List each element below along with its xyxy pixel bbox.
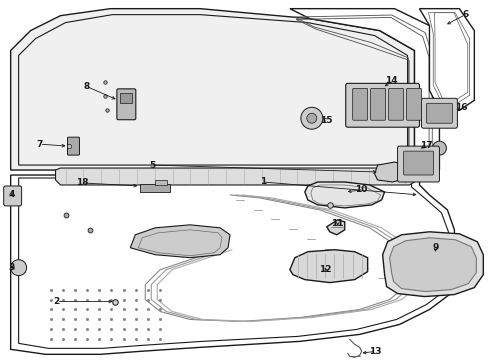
Text: 11: 11: [332, 219, 344, 228]
Text: 7: 7: [36, 140, 43, 149]
FancyBboxPatch shape: [4, 186, 22, 206]
Bar: [140, 184, 170, 192]
FancyBboxPatch shape: [353, 88, 368, 120]
FancyBboxPatch shape: [397, 146, 440, 182]
Text: 8: 8: [83, 82, 90, 91]
Text: 10: 10: [355, 185, 368, 194]
Text: 1: 1: [260, 177, 266, 186]
Text: 2: 2: [53, 297, 60, 306]
Polygon shape: [419, 9, 474, 110]
Circle shape: [433, 141, 446, 155]
Polygon shape: [327, 220, 345, 235]
Text: 18: 18: [76, 179, 89, 188]
FancyBboxPatch shape: [389, 88, 404, 120]
Bar: [155, 180, 167, 185]
Polygon shape: [375, 162, 410, 182]
Text: 4: 4: [8, 190, 15, 199]
FancyBboxPatch shape: [346, 84, 419, 127]
Polygon shape: [130, 225, 230, 258]
Polygon shape: [290, 250, 368, 283]
FancyBboxPatch shape: [426, 103, 452, 123]
Text: 15: 15: [320, 116, 333, 125]
FancyBboxPatch shape: [421, 98, 457, 128]
Bar: [121, 93, 132, 103]
Polygon shape: [383, 232, 483, 297]
Text: 13: 13: [369, 347, 382, 356]
Text: 16: 16: [455, 103, 467, 112]
Text: 12: 12: [319, 265, 332, 274]
Circle shape: [307, 113, 317, 123]
FancyBboxPatch shape: [370, 88, 386, 120]
Polygon shape: [11, 175, 454, 354]
Polygon shape: [11, 9, 415, 170]
FancyBboxPatch shape: [68, 137, 79, 155]
FancyBboxPatch shape: [404, 151, 434, 175]
Text: 14: 14: [385, 76, 398, 85]
Text: 9: 9: [432, 243, 439, 252]
Text: 6: 6: [462, 10, 468, 19]
Polygon shape: [290, 9, 440, 170]
Text: 5: 5: [149, 161, 155, 170]
FancyBboxPatch shape: [407, 88, 421, 120]
Circle shape: [11, 260, 26, 276]
Polygon shape: [55, 168, 417, 185]
FancyBboxPatch shape: [117, 89, 136, 120]
Polygon shape: [390, 238, 476, 292]
Text: 17: 17: [420, 141, 433, 150]
Text: 3: 3: [8, 263, 15, 272]
Polygon shape: [305, 182, 385, 208]
Circle shape: [301, 107, 323, 129]
